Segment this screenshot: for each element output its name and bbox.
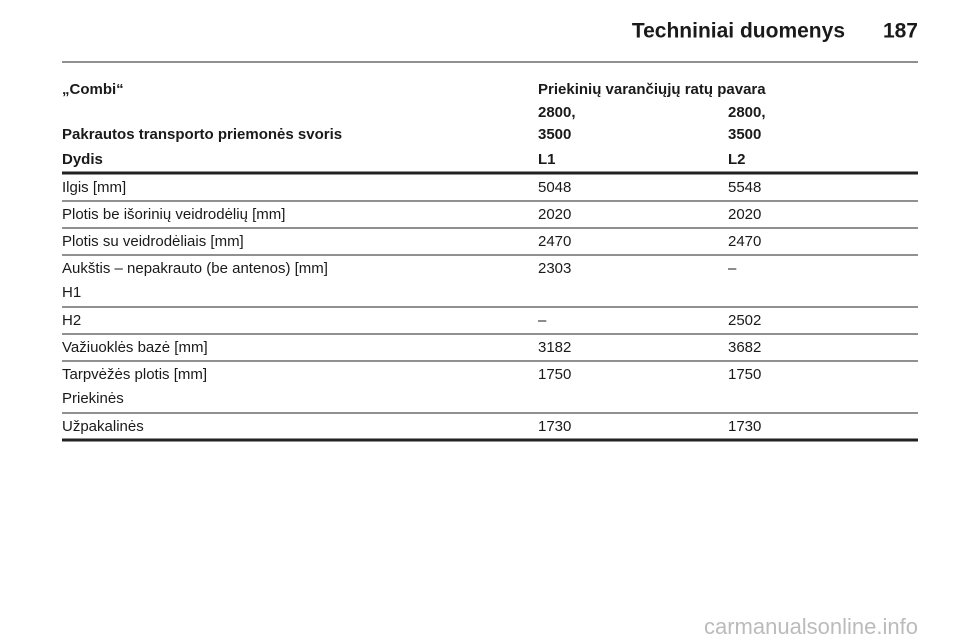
table-cell: Užpakalinės bbox=[62, 418, 144, 435]
table-cell: H1 bbox=[62, 284, 81, 301]
table-cell: 2020 bbox=[538, 206, 571, 223]
table-cell: 2502 bbox=[728, 312, 761, 329]
table-cell: 1730 bbox=[538, 418, 571, 435]
table-cell: 1750 bbox=[538, 366, 571, 383]
table-cell: H2 bbox=[62, 312, 81, 329]
table-cell: – bbox=[538, 312, 547, 329]
table-head-cell: 2800, bbox=[538, 104, 576, 121]
table-head-cell: Pakrautos transporto priemonės svoris bbox=[62, 126, 342, 143]
table-cell: Priekinės bbox=[62, 390, 124, 407]
table-head-cell: 3500 bbox=[728, 126, 761, 143]
table-cell: 2303 bbox=[538, 260, 571, 277]
table-cell: Ilgis [mm] bbox=[62, 179, 126, 196]
table-cell: 2470 bbox=[538, 233, 571, 250]
table-cell: 5548 bbox=[728, 179, 761, 196]
table-cell: Tarpvėžės plotis [mm] bbox=[62, 366, 207, 383]
table-cell: 2470 bbox=[728, 233, 761, 250]
table-head-cell: L2 bbox=[728, 151, 746, 168]
table-cell: 3182 bbox=[538, 339, 571, 356]
table-cell: Plotis su veidrodėliais [mm] bbox=[62, 233, 244, 250]
table-cell: Plotis be išorinių veidrodėlių [mm] bbox=[62, 206, 285, 223]
watermark: carmanualsonline.info bbox=[704, 614, 918, 639]
table-head-cell: 2800, bbox=[728, 104, 766, 121]
table-cell: 1730 bbox=[728, 418, 761, 435]
table-cell: Aukštis – nepakrauto (be antenos) [mm] bbox=[62, 260, 328, 277]
table-cell: – bbox=[728, 260, 737, 277]
table-cell: 3682 bbox=[728, 339, 761, 356]
table-head-cell: 3500 bbox=[538, 126, 571, 143]
table-head-cell: L1 bbox=[538, 151, 556, 168]
page-number: 187 bbox=[883, 20, 918, 43]
table-head-cell: „Combi“ bbox=[62, 81, 124, 98]
table-cell: 2020 bbox=[728, 206, 761, 223]
table-cell: Važiuoklės bazė [mm] bbox=[62, 339, 208, 356]
table-cell: 5048 bbox=[538, 179, 571, 196]
table-cell: 1750 bbox=[728, 366, 761, 383]
page-title: Techniniai duomenys bbox=[632, 20, 845, 43]
table-head-cell: Dydis bbox=[62, 151, 103, 168]
table-head-cell: Priekinių varančiųjų ratų pavara bbox=[538, 81, 766, 98]
